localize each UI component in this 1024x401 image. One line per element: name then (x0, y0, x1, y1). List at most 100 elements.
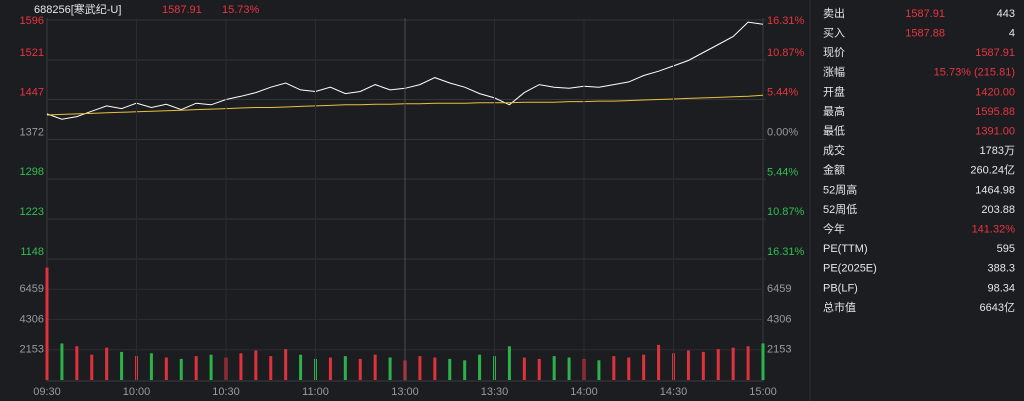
x-tick-label: 14:30 (660, 386, 688, 398)
y-tick-label: 4306 (20, 313, 44, 325)
y-tick-label: 6459 (20, 283, 44, 295)
y-tick-label: 2153 (20, 344, 44, 356)
y-tick-label: 1372 (20, 126, 44, 138)
quote-label: 今年 (823, 222, 845, 236)
volume-bar (75, 346, 79, 380)
y2-tick-label: 16.31% (767, 15, 805, 27)
quote-value: 1783万 (980, 145, 1015, 157)
quote-value: 1391.00 (975, 126, 1015, 138)
volume-bar (45, 267, 49, 380)
volume-bar (567, 357, 571, 380)
quote-label: 最高 (823, 104, 845, 118)
volume-bar (60, 343, 64, 380)
volume-bar (149, 353, 153, 380)
volume-bar (597, 360, 601, 380)
volume-bar (478, 354, 482, 380)
volume-bar (716, 349, 720, 380)
quote-label: 涨幅 (823, 66, 845, 79)
quote-label: PE(2025E) (823, 263, 877, 275)
x-tick-label: 11:00 (302, 386, 329, 398)
volume-bar (343, 356, 347, 380)
volume-bar (761, 343, 765, 380)
quote-value: 6643亿 (980, 301, 1015, 314)
volume-bar (552, 356, 556, 380)
volume-bar (254, 350, 258, 380)
quote-label: 现价 (823, 46, 845, 59)
quote-label: PB(LF) (823, 282, 858, 294)
x-tick-label: 14:00 (570, 386, 598, 398)
quote-value: 1464.98 (975, 184, 1015, 196)
quote-value: 141.32% (972, 224, 1016, 236)
quote-value: 388.3 (987, 263, 1015, 275)
y-tick-label: 1521 (20, 47, 44, 59)
quote-label: PE(TTM) (823, 243, 868, 255)
volume-bar (328, 357, 332, 380)
volume-bar (746, 346, 750, 380)
volume-bar (120, 351, 124, 380)
y2-tick-label: 10.87% (767, 47, 805, 59)
y2-tick-label: 10.87% (767, 206, 805, 218)
volume-bar (537, 358, 541, 380)
y2-tick-label: 16.31% (767, 246, 805, 258)
volume-bar (701, 351, 705, 380)
quote-value: 1587.91 (905, 8, 945, 20)
quote-label: 成交 (823, 143, 845, 157)
x-tick-label: 10:30 (212, 386, 240, 398)
x-tick-label: 15:00 (749, 386, 777, 398)
quote-label: 52周低 (823, 203, 857, 216)
y2-tick-label: 4306 (767, 313, 791, 325)
volume-bar (642, 354, 646, 380)
quote-value: 595 (997, 243, 1015, 255)
volume-bar (194, 356, 198, 380)
y2-tick-label: 5.44% (767, 166, 798, 178)
quote-label: 买入 (823, 27, 845, 40)
volume-bar (90, 354, 94, 380)
y-tick-label: 1148 (20, 246, 44, 258)
quote-label: 开盘 (823, 84, 845, 98)
quote-label: 卖出 (823, 6, 845, 20)
volume-bar (463, 360, 467, 380)
volume-bar (686, 350, 690, 380)
y-tick-label: 1223 (20, 206, 44, 218)
quote-label: 最低 (823, 125, 845, 138)
quote-value: 1587.91 (975, 47, 1015, 59)
quote-label: 总市值 (823, 300, 856, 314)
y2-tick-label: 5.44% (767, 87, 798, 99)
volume-bar (164, 357, 168, 380)
y-tick-label: 1596 (20, 15, 44, 27)
y2-tick-label: 6459 (767, 283, 791, 295)
x-tick-label: 09:30 (33, 386, 61, 398)
quote-value: 260.24亿 (970, 164, 1015, 177)
x-tick-label: 13:30 (481, 386, 509, 398)
quote-value: 203.88 (981, 204, 1015, 216)
volume-bar (209, 354, 213, 380)
volume-bar (522, 357, 526, 380)
volume-bar (179, 358, 183, 380)
y2-tick-label: 0.00% (767, 126, 798, 138)
volume-bar (269, 356, 273, 380)
quote-volume: 4 (1009, 28, 1015, 40)
volume-bar (627, 357, 631, 380)
volume-bar (731, 347, 735, 380)
volume-bar (388, 357, 392, 380)
stock-change: 15.73% (222, 4, 260, 16)
volume-bar (433, 357, 437, 380)
volume-bar (299, 354, 303, 380)
volume-bar (358, 358, 362, 380)
quote-value: 1595.88 (975, 106, 1015, 118)
quote-volume: 443 (997, 8, 1015, 20)
quote-label: 金额 (823, 163, 845, 177)
volume-bar (105, 347, 109, 380)
y2-tick-label: 2153 (767, 344, 791, 356)
y-tick-label: 1298 (20, 166, 44, 178)
x-tick-label: 10:00 (123, 386, 151, 398)
volume-bar (448, 358, 452, 380)
quote-value: 1420.00 (975, 86, 1015, 98)
volume-bar (507, 346, 511, 380)
volume-bar (239, 353, 243, 380)
volume-bar (418, 356, 422, 380)
volume-bar (373, 354, 377, 380)
quote-value: 15.73% (215.81) (934, 67, 1015, 79)
volume-bar (612, 356, 616, 380)
